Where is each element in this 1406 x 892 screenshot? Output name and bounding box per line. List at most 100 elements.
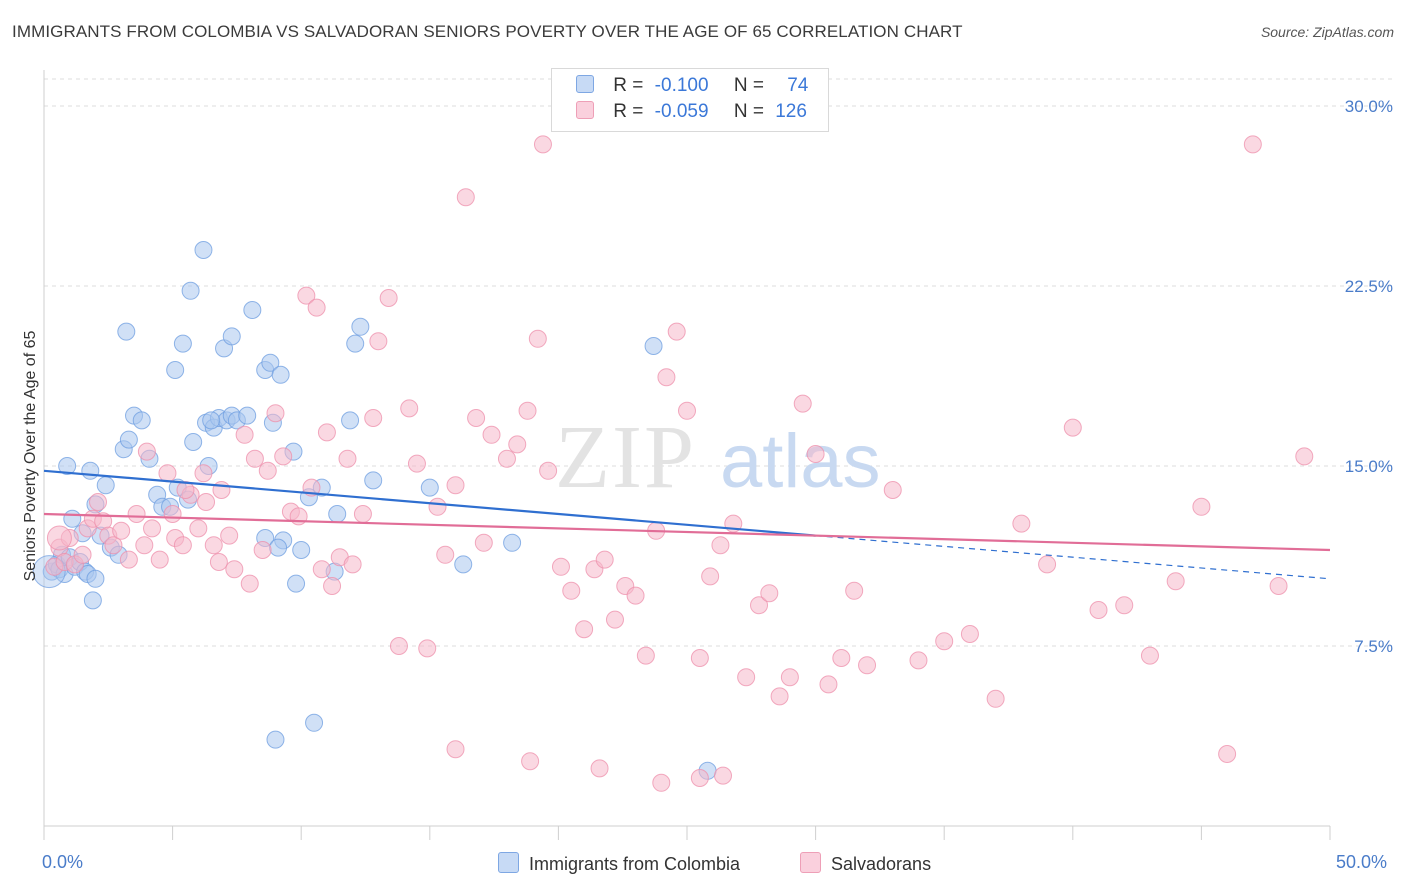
data-point bbox=[533, 135, 552, 154]
data-point bbox=[305, 713, 324, 732]
data-point bbox=[960, 625, 979, 643]
data-point bbox=[1012, 514, 1031, 533]
data-point bbox=[343, 555, 362, 574]
data-point bbox=[297, 286, 316, 305]
data-point bbox=[497, 449, 516, 468]
trend-lines bbox=[43, 469, 1331, 580]
data-point bbox=[539, 461, 558, 480]
data-point bbox=[446, 740, 465, 759]
legend-n-label: N = bbox=[733, 101, 764, 122]
legend-box: R = -0.100 N = 74 R = -0.059 N = 126 bbox=[551, 68, 829, 132]
bottom-legend-salvadorans: Salvadorans bbox=[800, 852, 931, 875]
data-point bbox=[269, 538, 288, 557]
data-point bbox=[420, 478, 439, 497]
legend-swatch-colombia bbox=[576, 75, 594, 93]
data-point bbox=[1038, 555, 1057, 574]
data-point bbox=[117, 322, 136, 341]
trend-line-salvadorans bbox=[43, 512, 1331, 552]
y-axis-label: Seniors Poverty Over the Age of 65 bbox=[22, 331, 39, 582]
data-point bbox=[341, 411, 360, 430]
data-point bbox=[266, 730, 285, 749]
data-point bbox=[793, 394, 812, 413]
data-point bbox=[446, 476, 465, 495]
bottom-legend-label: Immigrants from Colombia bbox=[529, 854, 741, 874]
legend-r-label: R = bbox=[613, 101, 644, 122]
data-point bbox=[678, 401, 696, 420]
data-point bbox=[202, 411, 221, 430]
data-point bbox=[1063, 418, 1082, 437]
data-point bbox=[353, 505, 372, 523]
data-point bbox=[605, 610, 624, 629]
data-point bbox=[194, 464, 213, 483]
data-point bbox=[667, 322, 686, 341]
data-point bbox=[261, 353, 280, 372]
legend-n-value: 126 bbox=[775, 101, 807, 122]
bottom-legend-label: Salvadorans bbox=[831, 854, 932, 874]
data-point bbox=[551, 557, 570, 576]
data-point bbox=[407, 454, 426, 473]
data-point bbox=[590, 759, 609, 778]
data-point bbox=[292, 541, 311, 559]
y-tick-label: 22.5% bbox=[1345, 277, 1393, 296]
data-point bbox=[238, 406, 257, 425]
data-point bbox=[222, 327, 241, 346]
data-point bbox=[317, 423, 336, 442]
data-point bbox=[328, 505, 347, 523]
data-point bbox=[253, 541, 272, 559]
data-point bbox=[220, 526, 239, 545]
data-point bbox=[166, 361, 185, 379]
data-point bbox=[528, 329, 547, 348]
x-axis-min-label: 0.0% bbox=[42, 852, 84, 872]
data-point bbox=[209, 553, 228, 571]
data-point bbox=[137, 442, 156, 461]
data-point bbox=[508, 435, 527, 454]
data-point bbox=[158, 464, 177, 483]
chart-title: IMMIGRANTS FROM COLOMBIA VS SALVADORAN S… bbox=[12, 22, 963, 41]
data-point bbox=[701, 567, 720, 586]
data-point bbox=[428, 497, 447, 516]
x-axis-max-label: 50.0% bbox=[1336, 852, 1388, 872]
data-point bbox=[474, 533, 493, 552]
y-tick-labels: 7.5% 15.0% 22.5% 30.0% bbox=[1345, 97, 1393, 656]
axes bbox=[43, 70, 1331, 840]
chart-source: Source: ZipAtlas.com bbox=[1260, 24, 1394, 40]
data-point bbox=[287, 574, 306, 593]
data-point bbox=[364, 471, 383, 490]
data-point bbox=[225, 560, 244, 579]
data-point bbox=[364, 409, 383, 427]
data-point bbox=[73, 545, 92, 564]
data-point bbox=[819, 675, 838, 694]
data-point bbox=[132, 411, 151, 430]
legend-r-value: -0.059 bbox=[654, 101, 709, 122]
data-point bbox=[456, 188, 475, 207]
data-point bbox=[562, 581, 581, 600]
data-point bbox=[690, 649, 709, 667]
grid-lines bbox=[44, 78, 1392, 647]
data-point bbox=[657, 368, 676, 387]
data-point bbox=[418, 639, 437, 658]
data-point bbox=[482, 425, 501, 444]
data-point bbox=[389, 637, 408, 655]
data-point bbox=[245, 449, 264, 468]
watermark-zip: ZIP bbox=[555, 408, 696, 507]
data-point bbox=[883, 481, 902, 499]
data-point bbox=[189, 519, 208, 538]
legend-row-colombia: R = -0.100 N = 74 bbox=[576, 75, 808, 101]
y-tick-label: 15.0% bbox=[1345, 457, 1393, 476]
bottom-legend-swatch-colombia bbox=[498, 852, 519, 873]
data-point bbox=[150, 550, 169, 569]
data-point bbox=[644, 337, 663, 355]
data-point bbox=[104, 536, 123, 555]
data-point bbox=[770, 687, 789, 706]
data-point bbox=[750, 596, 769, 615]
data-point bbox=[307, 298, 326, 317]
data-point bbox=[832, 649, 851, 667]
data-point bbox=[369, 332, 388, 351]
data-point bbox=[119, 430, 138, 449]
data-point bbox=[454, 555, 473, 574]
data-point bbox=[1269, 577, 1288, 595]
data-point bbox=[845, 581, 864, 600]
data-point bbox=[909, 651, 928, 670]
data-point bbox=[338, 449, 357, 468]
